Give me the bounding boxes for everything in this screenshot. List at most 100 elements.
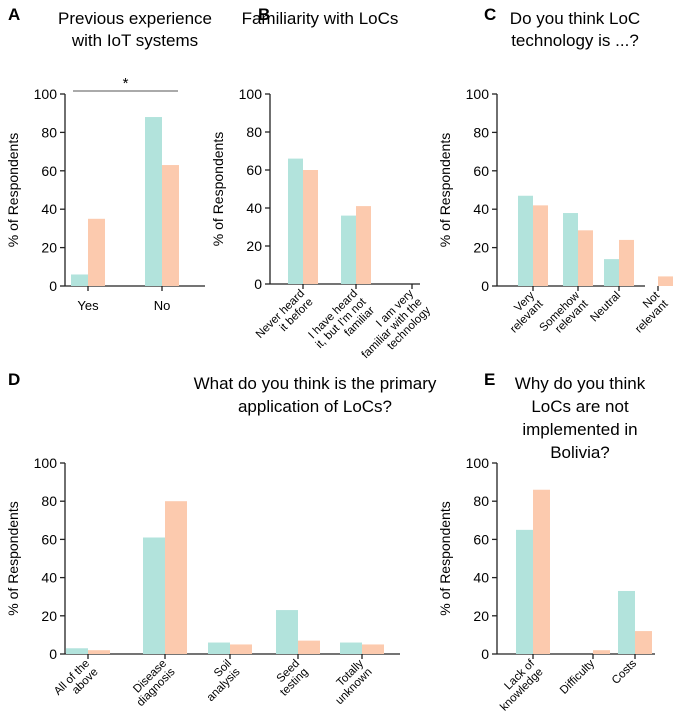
bar-group2	[658, 276, 673, 286]
y-tick-label: 20	[473, 240, 489, 256]
x-tick-label: Totallyunknown	[325, 657, 375, 707]
y-tick-label: 80	[473, 493, 489, 509]
y-tick-label: 20	[473, 608, 489, 624]
panel-letter: B	[258, 5, 270, 24]
x-tick-label-line: Difficulty	[558, 657, 597, 696]
bar-group1	[516, 529, 533, 654]
y-tick-label: 0	[49, 278, 57, 294]
chart-title: LoCs are not	[531, 397, 629, 416]
y-axis-label: % of Respondents	[5, 501, 21, 615]
bar-group2	[88, 650, 110, 654]
y-tick-label: 100	[34, 455, 58, 471]
bar-group2	[578, 230, 593, 286]
y-tick-label: 100	[34, 86, 58, 102]
bar-group1	[66, 648, 88, 654]
x-tick-label: No	[154, 298, 171, 313]
y-tick-label: 40	[41, 201, 57, 217]
y-tick-label: 100	[239, 86, 263, 102]
chart-title: Do you think LoC	[510, 9, 640, 28]
x-tick-label: Lack ofknowledge	[490, 657, 546, 713]
y-tick-label: 60	[41, 163, 57, 179]
y-axis-label: % of Respondents	[5, 133, 21, 247]
y-tick-label: 0	[254, 276, 262, 292]
panel-d: D What do you think is the primary applica…	[5, 370, 437, 709]
bar-group2	[162, 165, 179, 286]
bar-group1	[288, 158, 303, 284]
bar-group2	[533, 205, 548, 286]
y-tick-label: 0	[481, 646, 489, 662]
x-tick-label-line: Costs	[610, 657, 639, 686]
y-tick-label: 40	[473, 201, 489, 217]
panel-letter: E	[484, 370, 495, 389]
y-tick-label: 100	[466, 86, 490, 102]
panel-a: A Previous experience with IoT systems % of…	[5, 5, 212, 313]
y-tick-label: 60	[41, 531, 57, 547]
bar-group1	[340, 642, 362, 654]
bar-group1	[518, 195, 533, 286]
y-tick-label: 40	[41, 570, 57, 586]
x-tick-label: Soilanalysis	[196, 657, 243, 704]
y-tick-label: 20	[41, 608, 57, 624]
chart-title: Familiarity with LoCs	[242, 9, 399, 28]
panel-letter: D	[8, 370, 20, 389]
bar-group1	[143, 537, 165, 654]
chart-title: technology is ...?	[511, 31, 639, 50]
bar-group2	[619, 239, 634, 286]
bar-group2	[303, 170, 318, 284]
x-tick-label: Somehowrelevant	[537, 289, 591, 343]
y-tick-label: 40	[246, 200, 262, 216]
y-tick-label: 80	[41, 493, 57, 509]
x-tick-label: Costs	[610, 657, 639, 686]
bar-group1	[618, 590, 635, 654]
x-tick-label: Seedtesting	[270, 658, 311, 699]
y-axis-label: % of Respondents	[437, 133, 453, 247]
bar-group2	[635, 631, 652, 654]
bar-group2	[298, 640, 320, 654]
x-tick-label: All of theabove	[52, 658, 101, 707]
y-tick-label: 0	[49, 646, 57, 662]
y-tick-label: 80	[246, 124, 262, 140]
chart-title: with IoT systems	[71, 31, 198, 50]
y-tick-label: 20	[41, 240, 57, 256]
y-tick-label: 80	[473, 124, 489, 140]
chart-title: What do you think is the primary	[194, 374, 437, 393]
x-tick-label: Yes	[77, 298, 99, 313]
x-tick-label: Notrelevant	[625, 289, 671, 335]
chart-title: Previous experience	[58, 9, 212, 28]
x-tick-label: Difficulty	[558, 657, 597, 696]
x-tick-label: Diseasediagnosis	[126, 657, 178, 709]
significance-marker: *	[123, 75, 129, 92]
bar-group2	[533, 489, 550, 654]
bar-group1	[341, 215, 356, 284]
chart-title: application of LoCs?	[238, 397, 392, 416]
y-tick-label: 60	[473, 163, 489, 179]
y-tick-label: 0	[481, 278, 489, 294]
panel-e: E Why do you think LoCs are not implemented…	[437, 370, 655, 713]
bar-group1	[208, 642, 230, 654]
x-tick-label: Never heardit before	[254, 288, 316, 350]
chart-title: Why do you think	[515, 374, 646, 393]
y-tick-label: 100	[466, 455, 490, 471]
x-tick-label-line: Neutral	[588, 290, 623, 325]
bar-group2	[593, 650, 610, 654]
y-tick-label: 80	[41, 124, 57, 140]
bar-group2	[230, 644, 252, 654]
panel-letter: C	[484, 5, 496, 24]
panel-c: C Do you think LoC technology is ...? % of …	[437, 5, 673, 343]
chart-title: Bolivia?	[550, 443, 610, 462]
bar-group1	[145, 117, 162, 286]
panel-letter: A	[8, 5, 20, 24]
y-tick-label: 60	[246, 162, 262, 178]
y-axis-label: % of Respondents	[210, 132, 226, 246]
bar-group2	[356, 206, 371, 284]
y-tick-label: 60	[473, 531, 489, 547]
bar-group1	[276, 610, 298, 654]
y-tick-label: 20	[246, 238, 262, 254]
bar-group1	[71, 274, 88, 286]
y-tick-label: 40	[473, 570, 489, 586]
bar-group2	[165, 501, 187, 654]
bar-group1	[563, 213, 578, 286]
x-tick-label: Neutral	[588, 290, 623, 325]
